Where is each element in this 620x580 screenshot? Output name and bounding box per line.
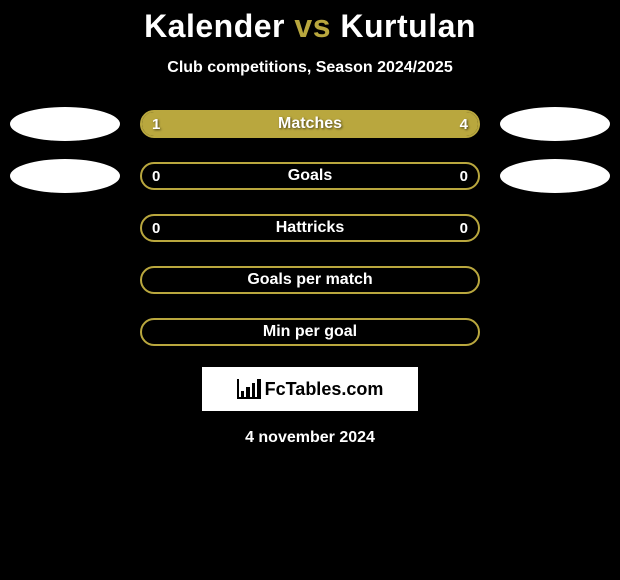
stat-label: Min per goal — [142, 320, 478, 344]
stat-row: Goals per match — [0, 263, 620, 297]
stat-bar: 00Goals — [140, 162, 480, 190]
spacer — [10, 263, 120, 297]
logo-box[interactable]: FcTables.com — [202, 367, 418, 411]
title-vs: vs — [294, 8, 331, 44]
logo-chart-icon — [237, 379, 261, 399]
stat-row: 00Goals — [0, 159, 620, 193]
stat-bar: Goals per match — [140, 266, 480, 294]
stat-row: 14Matches — [0, 107, 620, 141]
spacer — [500, 315, 610, 349]
page-title: Kalender vs Kurtulan — [0, 8, 620, 45]
date-label: 4 november 2024 — [0, 429, 620, 447]
player-right-avatar — [500, 107, 610, 141]
stat-bar: 00Hattricks — [140, 214, 480, 242]
stat-rows: 14Matches 00Goals 00Hattricks Goals per mat… — [0, 107, 620, 349]
spacer — [10, 211, 120, 245]
stat-label: Goals per match — [142, 268, 478, 292]
player-left-avatar — [10, 107, 120, 141]
stat-row: 00Hattricks — [0, 211, 620, 245]
stat-label: Hattricks — [142, 216, 478, 240]
title-player-left: Kalender — [144, 8, 285, 44]
spacer — [500, 263, 610, 297]
stat-bar: 14Matches — [140, 110, 480, 138]
title-player-right: Kurtulan — [340, 8, 476, 44]
stat-bar: Min per goal — [140, 318, 480, 346]
player-right-avatar — [500, 159, 610, 193]
container: Kalender vs Kurtulan Club competitions, … — [0, 0, 620, 447]
stat-label: Matches — [142, 112, 478, 136]
spacer — [10, 315, 120, 349]
spacer — [500, 211, 610, 245]
subtitle: Club competitions, Season 2024/2025 — [0, 59, 620, 77]
logo-text: FcTables.com — [265, 379, 384, 400]
player-left-avatar — [10, 159, 120, 193]
stat-row: Min per goal — [0, 315, 620, 349]
stat-label: Goals — [142, 164, 478, 188]
